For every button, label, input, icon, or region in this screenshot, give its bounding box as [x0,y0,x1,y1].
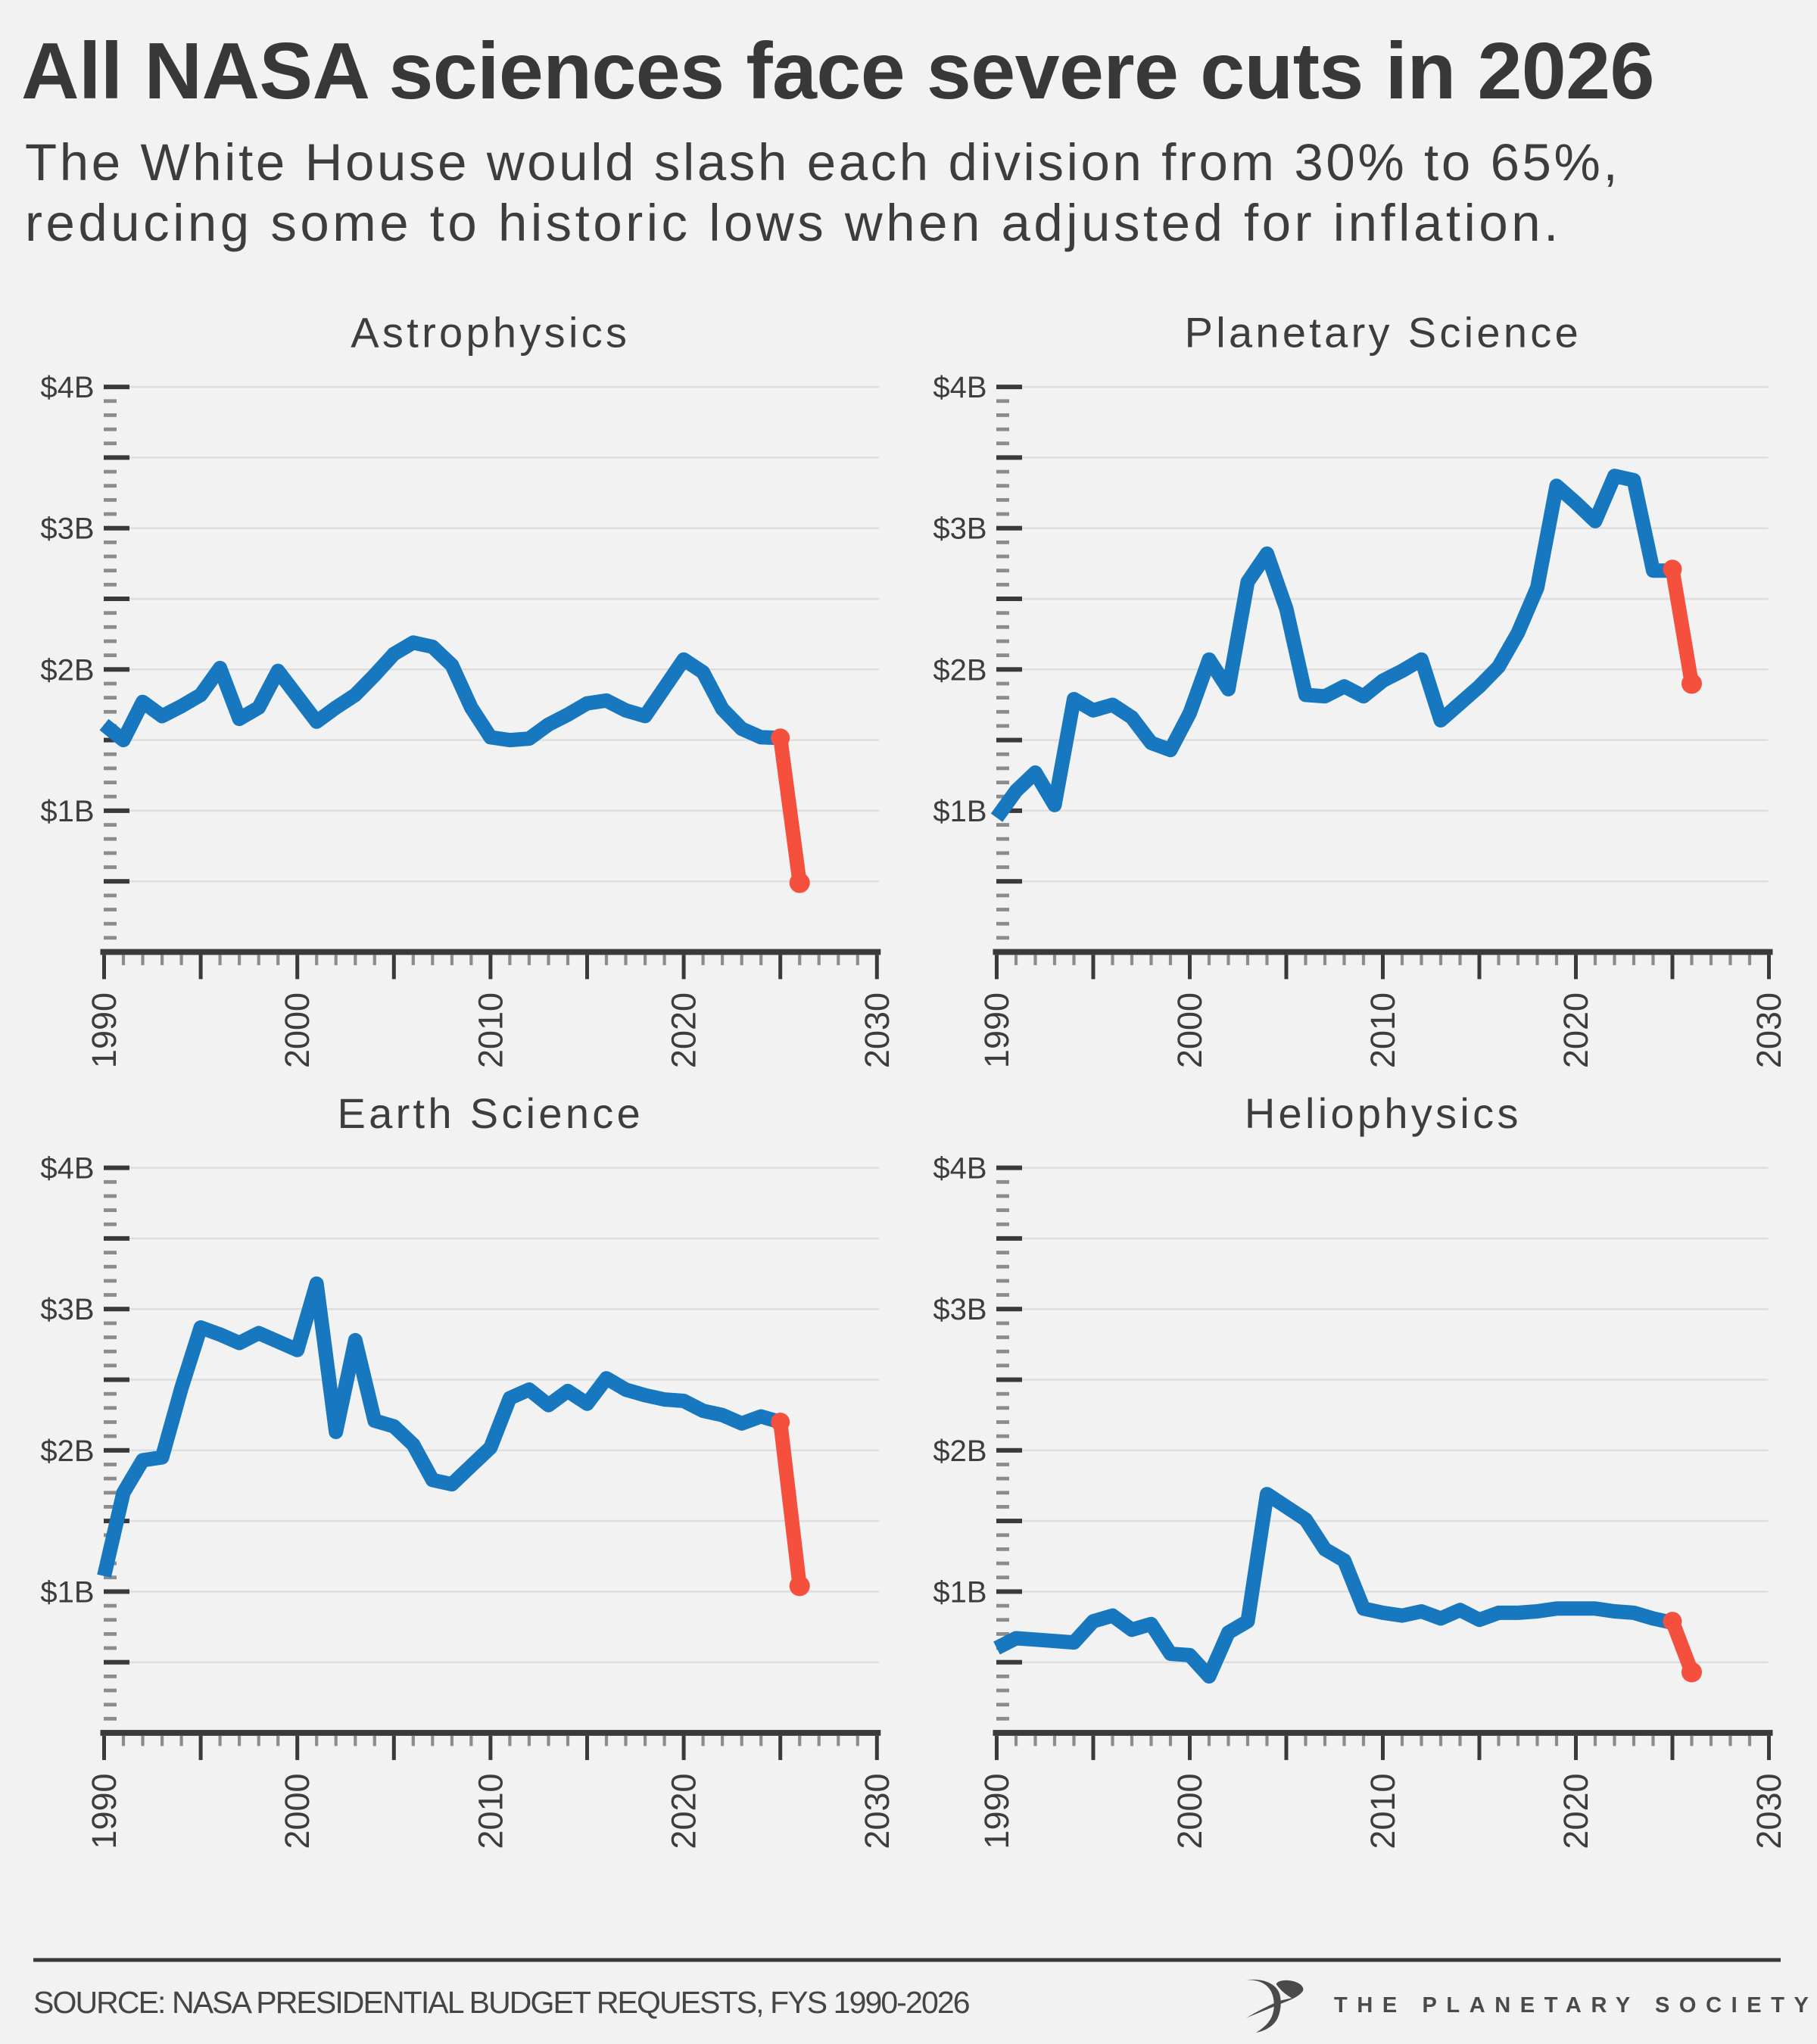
svg-text:2030: 2030 [1750,992,1788,1068]
svg-text:1990: 1990 [85,1773,123,1849]
svg-text:1990: 1990 [85,992,123,1068]
svg-text:$4B: $4B [933,371,986,404]
svg-text:$4B: $4B [40,1152,94,1186]
svg-text:The White House would slash ea: The White House would slash each divisio… [25,133,1620,192]
svg-text:1990: 1990 [977,992,1016,1068]
svg-text:2000: 2000 [278,992,316,1068]
svg-text:2000: 2000 [278,1773,316,1849]
svg-text:2020: 2020 [1557,992,1595,1068]
svg-text:2020: 2020 [665,1773,703,1849]
svg-text:$1B: $1B [933,795,986,828]
svg-text:Astrophysics: Astrophysics [351,309,630,357]
svg-text:reducing some to historic lows: reducing some to historic lows when adju… [25,194,1562,252]
svg-text:2010: 2010 [1364,992,1402,1068]
svg-text:2030: 2030 [858,992,896,1068]
svg-text:$3B: $3B [933,1293,986,1326]
svg-text:2000: 2000 [1170,992,1209,1068]
svg-text:$1B: $1B [933,1575,986,1609]
svg-text:2020: 2020 [665,992,703,1068]
svg-text:$1B: $1B [40,1575,94,1609]
svg-text:$1B: $1B [40,795,94,828]
svg-text:2000: 2000 [1170,1773,1209,1849]
svg-text:$3B: $3B [40,513,94,546]
svg-text:2010: 2010 [471,992,510,1068]
svg-text:$2B: $2B [40,1435,94,1468]
svg-text:$2B: $2B [933,653,986,687]
svg-text:$3B: $3B [933,513,986,546]
svg-text:$2B: $2B [40,653,94,687]
svg-text:2010: 2010 [1364,1773,1402,1849]
svg-text:All NASA sciences face severe: All NASA sciences face severe cuts in 20… [21,26,1654,116]
svg-text:2030: 2030 [858,1773,896,1849]
svg-text:$4B: $4B [933,1152,986,1186]
svg-text:$2B: $2B [933,1435,986,1468]
svg-text:$3B: $3B [40,1293,94,1326]
svg-text:2010: 2010 [471,1773,510,1849]
svg-text:$4B: $4B [40,371,94,404]
svg-text:THE PLANETARY SOCIETY: THE PLANETARY SOCIETY [1334,1993,1817,2018]
svg-text:Planetary Science: Planetary Science [1185,309,1582,357]
svg-text:2030: 2030 [1750,1773,1788,1849]
svg-text:Earth Science: Earth Science [338,1089,644,1137]
svg-text:2020: 2020 [1557,1773,1595,1849]
svg-text:1990: 1990 [977,1773,1016,1849]
svg-text:Heliophysics: Heliophysics [1245,1089,1522,1137]
svg-text:SOURCE: NASA PRESIDENTIAL BUDG: SOURCE: NASA PRESIDENTIAL BUDGET REQUEST… [33,1985,969,2020]
